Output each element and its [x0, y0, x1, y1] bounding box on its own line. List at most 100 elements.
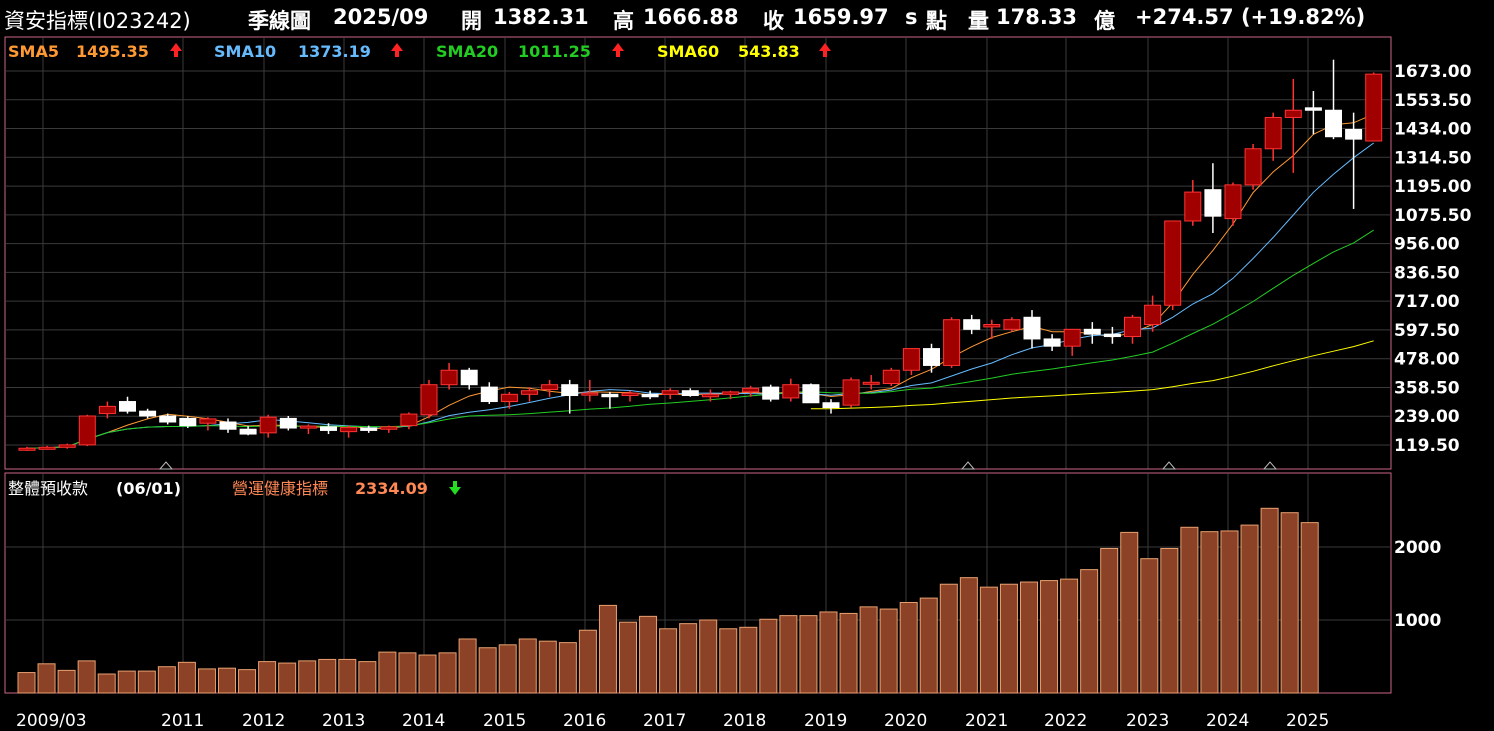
candle-body	[1264, 116, 1282, 150]
candle-body	[1063, 328, 1081, 347]
candle-body	[119, 401, 136, 412]
x-tick-label: 2016	[563, 711, 606, 731]
candle-body	[1144, 304, 1162, 326]
sma60-line	[810, 340, 1374, 410]
price-tick-label: 1434.00	[1394, 120, 1472, 140]
points-label: 點	[926, 9, 947, 33]
revenue-bar	[398, 652, 417, 694]
revenue-bar	[438, 652, 457, 694]
candle-body	[500, 393, 518, 403]
candle-body	[782, 384, 800, 399]
price-panel-frame	[4, 36, 1392, 470]
event-marker-icon	[158, 461, 174, 470]
revenue-bar	[699, 619, 718, 694]
price-tick-label: 836.50	[1394, 263, 1460, 283]
candle-body	[983, 324, 1001, 328]
event-marker-icon	[1262, 461, 1278, 470]
candle-body	[1003, 319, 1021, 330]
revenue-bar	[37, 663, 56, 694]
revenue-bar	[218, 667, 236, 694]
grid-lines	[6, 38, 1390, 693]
revenue-bar	[1220, 530, 1239, 694]
volume-unit: 億	[1094, 9, 1115, 33]
candlesticks	[18, 59, 1383, 451]
candle-body	[98, 405, 116, 415]
candle-body	[1284, 109, 1302, 118]
revenue-bar	[1200, 531, 1219, 694]
x-tick-label: 2021	[965, 711, 1008, 731]
event-marker-icon	[1161, 461, 1177, 470]
revenue-bar	[1060, 578, 1079, 694]
candle-body	[842, 379, 860, 406]
price-tick-label: 1195.00	[1394, 177, 1472, 197]
revenue-bar	[598, 604, 617, 694]
revenue-bar	[1120, 531, 1139, 694]
revenue-bar	[1100, 547, 1119, 694]
revenue-bar	[498, 644, 517, 694]
candle-body	[1204, 189, 1222, 217]
revenue-bar	[558, 642, 577, 694]
revenue-bar	[739, 626, 758, 694]
revenue-panel-frame	[4, 472, 1392, 694]
candle-body	[1345, 129, 1363, 140]
event-markers	[158, 461, 1278, 470]
candle-body	[159, 415, 177, 423]
revenue-bar	[17, 672, 36, 694]
candle-body	[1023, 316, 1041, 340]
revenue-bar	[318, 658, 337, 694]
revenue-bar	[538, 640, 557, 694]
change-value: +274.57 (+19.82%)	[1135, 5, 1366, 29]
price-tick-label: 1673.00	[1394, 62, 1472, 82]
sma5-value: 1495.35	[76, 42, 149, 61]
sma5-up-arrow-icon	[170, 43, 182, 57]
bar-date: 2025/09	[333, 5, 429, 29]
candle-body	[1224, 184, 1242, 220]
candle-body	[701, 393, 719, 398]
price-tick-label: 717.00	[1394, 292, 1460, 312]
revenue-series-name: 整體預收款	[8, 479, 88, 498]
revenue-bar	[137, 670, 156, 694]
revenue-bar	[97, 673, 116, 694]
candle-body	[460, 369, 478, 386]
close-suffix: s	[905, 5, 918, 29]
revenue-bar	[719, 628, 738, 694]
revenue-bar	[979, 586, 998, 694]
sma-lines	[26, 113, 1374, 449]
sma10-value: 1373.19	[298, 42, 371, 61]
x-tick-label: 2023	[1126, 711, 1169, 731]
revenue-bar	[899, 601, 918, 694]
candle-body	[1325, 109, 1342, 138]
revenue-bar	[879, 608, 898, 694]
candle-body	[762, 386, 780, 400]
candle-body	[480, 386, 498, 403]
revenue-date: (06/01)	[116, 479, 181, 498]
revenue-bar	[338, 658, 357, 694]
candle-body	[1164, 220, 1182, 306]
candle-body	[963, 319, 981, 330]
x-tick-label: 2017	[643, 711, 686, 731]
revenue-bar	[1180, 526, 1199, 694]
revenue-bar	[458, 638, 477, 694]
revenue-tick-label: 2000	[1394, 538, 1441, 558]
candle-body	[722, 391, 739, 395]
revenue-bar	[478, 647, 497, 694]
revenue-bar	[819, 611, 838, 694]
revenue-bar	[679, 623, 698, 694]
x-tick-label: 2013	[322, 711, 365, 731]
sma20-up-arrow-icon	[612, 43, 624, 57]
health-indicator-label: 營運健康指標	[232, 479, 328, 498]
price-tick-label: 597.50	[1394, 321, 1460, 341]
candle-body	[943, 319, 961, 366]
candle-body	[340, 427, 358, 433]
close-value: 1659.97	[793, 5, 889, 29]
revenue-bar	[919, 597, 938, 694]
candle-body	[199, 418, 217, 424]
revenue-bar	[1240, 524, 1259, 694]
sma10-up-arrow-icon	[391, 43, 403, 57]
revenue-bar	[117, 670, 136, 694]
revenue-bar	[358, 661, 377, 694]
x-tick-label: 2020	[884, 711, 927, 731]
revenue-bar	[639, 615, 658, 694]
candle-body	[923, 348, 940, 366]
revenue-bar	[859, 606, 878, 694]
